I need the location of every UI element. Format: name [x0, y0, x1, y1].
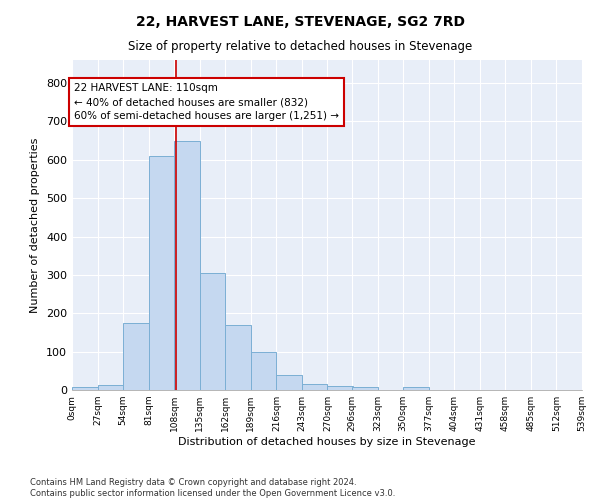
- Bar: [123, 323, 149, 390]
- Bar: [98, 385, 123, 390]
- Text: Size of property relative to detached houses in Stevenage: Size of property relative to detached ho…: [128, 40, 472, 53]
- Bar: [225, 325, 251, 390]
- Bar: [72, 387, 98, 390]
- X-axis label: Distribution of detached houses by size in Stevenage: Distribution of detached houses by size …: [178, 437, 476, 447]
- Bar: [251, 352, 277, 390]
- Bar: [403, 387, 429, 390]
- Bar: [302, 384, 328, 390]
- Bar: [352, 387, 377, 390]
- Bar: [149, 156, 174, 390]
- Bar: [277, 374, 302, 390]
- Text: Contains HM Land Registry data © Crown copyright and database right 2024.
Contai: Contains HM Land Registry data © Crown c…: [30, 478, 395, 498]
- Y-axis label: Number of detached properties: Number of detached properties: [31, 138, 40, 312]
- Text: 22 HARVEST LANE: 110sqm
← 40% of detached houses are smaller (832)
60% of semi-d: 22 HARVEST LANE: 110sqm ← 40% of detache…: [74, 83, 339, 121]
- Bar: [174, 140, 200, 390]
- Text: 22, HARVEST LANE, STEVENAGE, SG2 7RD: 22, HARVEST LANE, STEVENAGE, SG2 7RD: [136, 15, 464, 29]
- Bar: [200, 273, 225, 390]
- Bar: [328, 386, 353, 390]
